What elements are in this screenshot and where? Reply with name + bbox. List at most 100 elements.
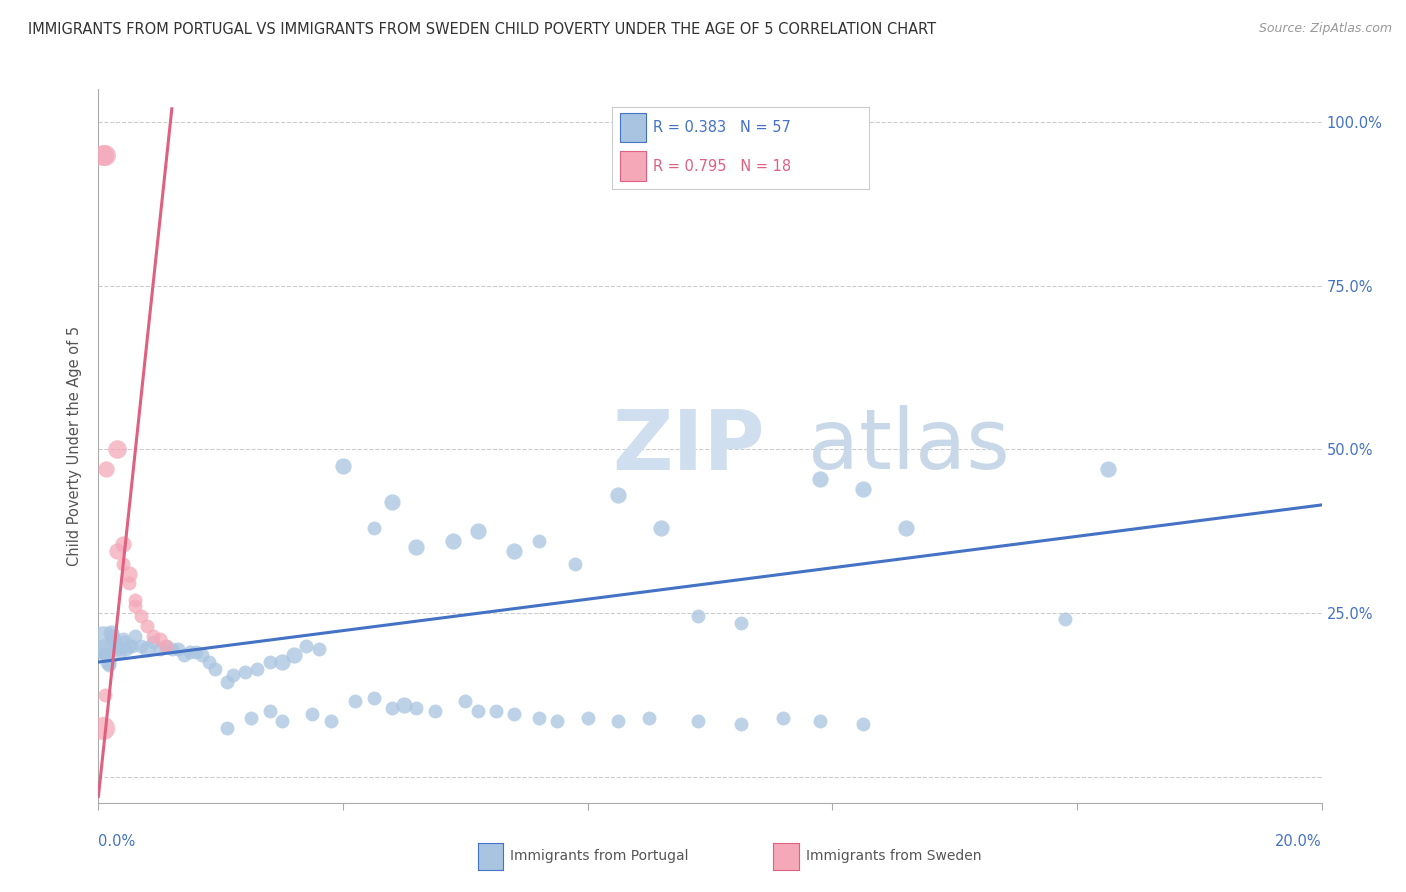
Point [607,714,630,728]
Point [301,707,323,722]
Text: atlas: atlas [808,406,1010,486]
Point [441,533,464,548]
Point [115,642,138,657]
Text: Source: ZipAtlas.com: Source: ZipAtlas.com [1258,22,1392,36]
Point [136,642,159,657]
Point [246,662,269,676]
Point [136,619,159,633]
Point [894,521,917,535]
Point [149,642,172,657]
Point [100,625,122,640]
Bar [620,152,645,181]
Point [93,147,115,161]
Point [111,632,134,647]
Text: Immigrants from Sweden: Immigrants from Sweden [806,849,981,863]
Point [112,635,135,649]
Point [91,147,114,161]
Point [129,609,152,624]
Point [467,704,489,718]
Point [344,694,367,708]
Point [111,557,134,571]
Point [149,632,172,647]
Point [503,707,526,722]
Point [111,537,134,551]
Point [240,711,263,725]
Point [332,458,354,473]
Point [107,642,129,657]
Point [186,645,208,659]
Point [503,543,526,558]
Point [173,648,195,663]
Point [772,711,794,725]
Point [405,541,427,555]
Point [142,635,165,649]
Text: Immigrants from Portugal: Immigrants from Portugal [510,849,689,863]
Point [730,717,752,731]
Point [527,711,550,725]
Point [308,642,330,657]
Point [259,655,281,669]
Point [576,711,599,725]
Point [607,488,630,502]
Point [160,642,183,657]
Point [142,629,165,643]
Point [121,639,143,653]
Point [564,557,586,571]
Point [105,442,128,457]
Point [101,629,124,643]
Text: ZIP: ZIP [612,406,765,486]
Point [93,642,115,657]
Y-axis label: Child Poverty Under the Age of 5: Child Poverty Under the Age of 5 [67,326,83,566]
Point [215,721,238,735]
Point [94,648,117,663]
Point [98,658,121,673]
Point [124,629,146,643]
Point [295,639,318,653]
Point [381,494,404,508]
Point [118,576,141,591]
Point [167,642,190,657]
Point [118,639,141,653]
Point [527,533,550,548]
Point [222,668,245,682]
Point [108,645,131,659]
Point [546,714,568,728]
Point [363,521,385,535]
Point [381,701,404,715]
Point [270,714,292,728]
Point [363,691,385,706]
Point [808,472,831,486]
Point [179,645,201,659]
Point [1053,612,1076,626]
Point [283,648,305,663]
Text: R = 0.795   N = 18: R = 0.795 N = 18 [654,159,792,174]
Point [93,688,115,702]
Point [852,717,875,731]
Point [129,639,152,653]
Text: IMMIGRANTS FROM PORTUGAL VS IMMIGRANTS FROM SWEDEN CHILD POVERTY UNDER THE AGE O: IMMIGRANTS FROM PORTUGAL VS IMMIGRANTS F… [28,22,936,37]
Point [233,665,256,679]
Point [1097,462,1119,476]
Point [270,655,292,669]
Point [852,482,875,496]
Point [467,524,489,538]
Point [730,615,752,630]
Point [91,721,114,735]
Point [392,698,416,712]
Point [105,639,128,653]
Point [686,609,709,624]
Point [197,655,219,669]
Point [124,592,146,607]
Point [155,639,177,653]
Point [124,599,146,614]
Point [94,462,117,476]
Text: R = 0.383   N = 57: R = 0.383 N = 57 [654,120,792,135]
Point [637,711,661,725]
Point [191,648,214,663]
Point [686,714,709,728]
Point [405,701,427,715]
Point [215,674,238,689]
Point [423,704,446,718]
Point [454,694,477,708]
Point [808,714,831,728]
